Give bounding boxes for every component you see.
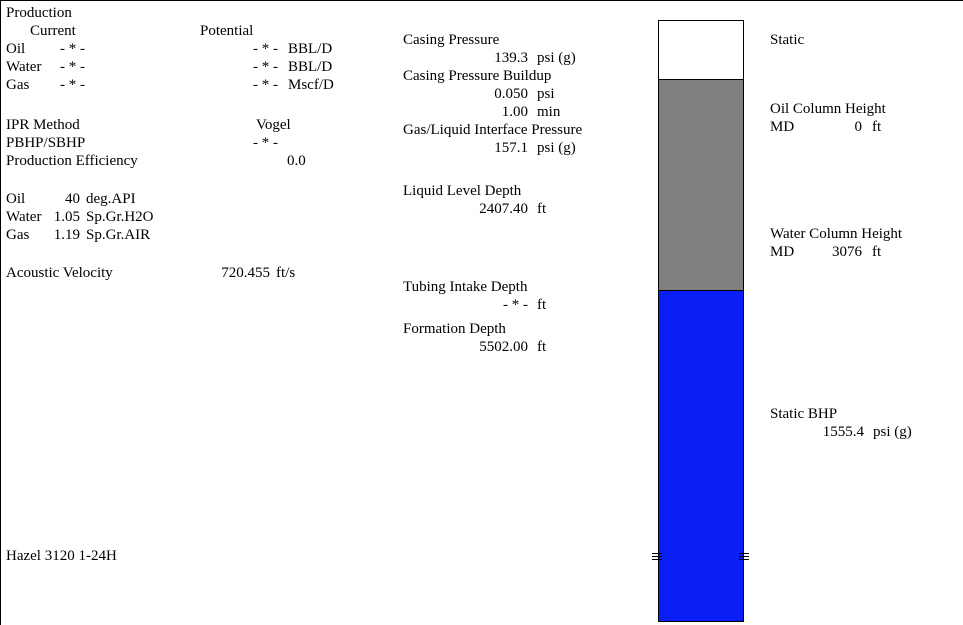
fluid-gas-value: 1.19 — [53, 227, 80, 243]
tubing-intake-value: - * - — [503, 297, 528, 313]
production-efficiency-label: Production Efficiency — [6, 153, 138, 169]
tubing-marker-left — [652, 553, 662, 554]
fluid-water-value: 1.05 — [53, 209, 80, 225]
pbhp-value: - * - — [253, 135, 278, 151]
production-oil-current: - * - — [60, 41, 85, 57]
gas-column-segment — [659, 21, 743, 79]
fluid-oil-unit: deg.API — [86, 191, 136, 207]
frame-left-border — [0, 0, 1, 625]
casing-pressure-label: Casing Pressure — [403, 32, 500, 48]
ipr-method-label: IPR Method — [6, 117, 80, 133]
formation-depth-unit: ft — [537, 339, 547, 355]
tubing-marker-right — [739, 553, 749, 554]
production-col-potential: Potential — [200, 23, 254, 39]
status-label: Static — [770, 32, 805, 48]
production-oil-label: Oil — [6, 41, 26, 57]
tubing-intake-label: Tubing Intake Depth — [403, 279, 528, 295]
liquid-level-value: 2407.40 — [479, 201, 528, 217]
casing-buildup-time-unit: min — [537, 104, 561, 120]
tubing-intake-unit: ft — [537, 297, 547, 313]
interface-pressure-value: 157.1 — [494, 140, 528, 156]
formation-depth-label: Formation Depth — [403, 321, 506, 337]
water-md-label: MD — [770, 244, 795, 260]
fluid-gas-label: Gas — [6, 227, 30, 243]
interface-pressure-label: Gas/Liquid Interface Pressure — [403, 122, 583, 138]
production-title: Production — [6, 5, 72, 21]
static-bhp-value: 1555.4 — [822, 424, 864, 440]
static-bhp-label: Static BHP — [770, 406, 838, 422]
oil-md-unit: ft — [872, 119, 882, 135]
casing-buildup-time: 1.00 — [501, 104, 528, 120]
frame-top-border — [0, 0, 963, 1]
well-name: Hazel 3120 1-24H — [6, 548, 117, 564]
pbhp-label: PBHP/SBHP — [6, 135, 86, 151]
oil-column-height-label: Oil Column Height — [770, 101, 886, 117]
oil-column-segment — [659, 79, 743, 291]
tubing-marker-right — [739, 556, 749, 557]
water-column-height-label: Water Column Height — [770, 226, 903, 242]
casing-pressure-unit: psi (g) — [537, 50, 576, 66]
water-column-segment — [659, 291, 743, 621]
acoustic-velocity-value: 720.455 — [221, 265, 270, 281]
production-water-current: - * - — [60, 59, 85, 75]
tubing-marker-left — [652, 559, 662, 560]
water-md-unit: ft — [872, 244, 882, 260]
acoustic-velocity-unit: ft/s — [276, 265, 296, 281]
liquid-level-label: Liquid Level Depth — [403, 183, 522, 199]
production-water-label: Water — [6, 59, 42, 75]
tubing-marker-right — [739, 559, 749, 560]
static-bhp-unit: psi (g) — [873, 424, 912, 440]
casing-buildup-value: 0.050 — [494, 86, 528, 102]
production-col-current: Current — [30, 23, 76, 39]
tubing-marker-left — [652, 556, 662, 557]
casing-pressure-value: 139.3 — [494, 50, 528, 66]
production-gas-current: - * - — [60, 77, 85, 93]
fluid-water-label: Water — [6, 209, 42, 225]
production-efficiency-value: 0.0 — [287, 153, 306, 169]
casing-buildup-unit: psi — [537, 86, 555, 102]
production-gas-potential: - * - — [253, 77, 278, 93]
production-gas-unit: Mscf/D — [288, 77, 334, 93]
oil-md-value: 0 — [854, 119, 863, 135]
production-oil-unit: BBL/D — [288, 41, 333, 57]
formation-depth-value: 5502.00 — [479, 339, 528, 355]
ipr-method-value: Vogel — [256, 117, 291, 133]
wellbore-column — [658, 20, 744, 622]
fluid-oil-label: Oil — [6, 191, 26, 207]
production-water-unit: BBL/D — [288, 59, 333, 75]
liquid-level-unit: ft — [537, 201, 547, 217]
fluid-oil-value: 40 — [65, 191, 80, 207]
production-water-potential: - * - — [253, 59, 278, 75]
oil-md-label: MD — [770, 119, 795, 135]
fluid-gas-unit: Sp.Gr.AIR — [86, 227, 151, 243]
production-gas-label: Gas — [6, 77, 30, 93]
production-oil-potential: - * - — [253, 41, 278, 57]
interface-pressure-unit: psi (g) — [537, 140, 576, 156]
water-md-value: 3076 — [832, 244, 862, 260]
acoustic-velocity-label: Acoustic Velocity — [6, 265, 113, 281]
fluid-water-unit: Sp.Gr.H2O — [86, 209, 154, 225]
casing-buildup-label: Casing Pressure Buildup — [403, 68, 552, 84]
